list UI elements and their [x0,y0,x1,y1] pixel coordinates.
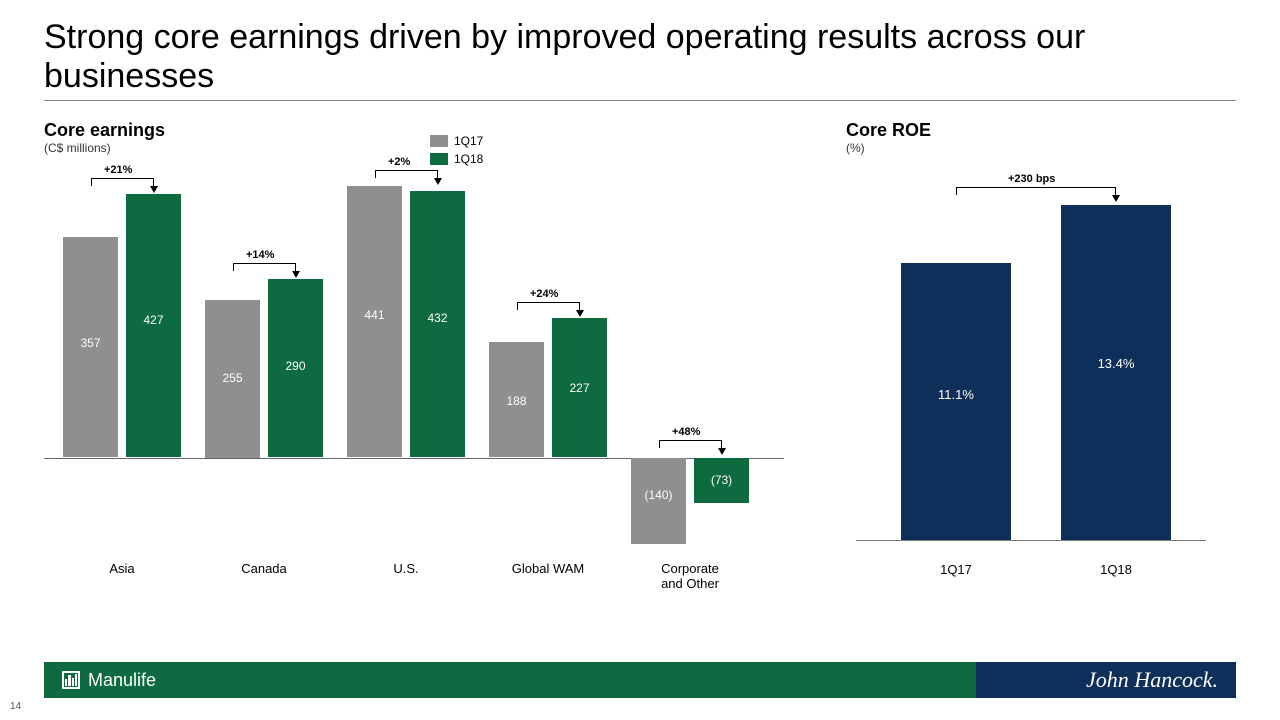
legend-label-q1: 1Q17 [454,134,483,148]
roe-category-label: 1Q18 [1061,562,1171,594]
earnings-category-label: Corporateand Other [622,562,758,594]
roe-subtitle: (%) [846,141,1216,155]
roe-delta-label: +230 bps [1008,173,1055,185]
page-number: 14 [10,701,21,712]
delta-arrow-icon [718,448,726,455]
earnings-group: Corporateand Other(140)(73)+48% [622,180,758,550]
core-earnings-section: Core earnings (C$ millions) 1Q17 1Q18 As… [44,120,784,600]
roe-delta-arrow-icon [1112,195,1120,202]
footer-bar: Manulife John Hancock. [44,662,1236,698]
delta-annotation: +14% [196,180,332,550]
delta-label: +48% [672,426,700,438]
earnings-group: Asia357427+21% [54,180,190,550]
earnings-legend: 1Q17 1Q18 [430,134,483,170]
earnings-category-label: Canada [196,562,332,594]
manulife-icon [62,671,80,689]
earnings-group: Canada255290+14% [196,180,332,550]
delta-annotation: +21% [54,180,190,550]
earnings-subtitle: (C$ millions) [44,141,784,155]
earnings-title: Core earnings [44,120,784,141]
legend-swatch-q2 [430,153,448,165]
legend-swatch-q1 [430,135,448,147]
delta-arrow-icon [576,310,584,317]
delta-arrow-icon [434,178,442,185]
delta-annotation: +2% [338,180,474,550]
delta-label: +24% [530,288,558,300]
core-roe-section: Core ROE (%) 11.1%1Q1713.4%1Q18+230 bps [846,120,1216,600]
slide-title: Strong core earnings driven by improved … [44,18,1236,96]
delta-label: +2% [388,156,410,168]
roe-category-label: 1Q17 [901,562,1011,594]
roe-chart: 11.1%1Q1713.4%1Q18+230 bps [846,180,1216,550]
brand-right-text: John Hancock. [1086,667,1218,693]
footer-right: John Hancock. [976,662,1236,698]
earnings-group: Global WAM188227+24% [480,180,616,550]
title-rule [44,100,1236,101]
earnings-category-label: Asia [54,562,190,594]
brand-left-text: Manulife [88,670,156,691]
delta-annotation: +48% [622,180,758,550]
earnings-category-label: Global WAM [480,562,616,594]
footer-left: Manulife [44,662,976,698]
earnings-category-label: U.S. [338,562,474,594]
earnings-group: U.S.441432+2% [338,180,474,550]
delta-label: +14% [246,249,274,261]
earnings-chart: Asia357427+21%Canada255290+14%U.S.441432… [44,180,784,550]
delta-arrow-icon [292,271,300,278]
roe-title: Core ROE [846,120,1216,141]
delta-annotation: +24% [480,180,616,550]
roe-delta-annotation: +230 bps [846,180,1216,550]
legend-label-q2: 1Q18 [454,152,483,166]
delta-label: +21% [104,164,132,176]
delta-arrow-icon [150,186,158,193]
